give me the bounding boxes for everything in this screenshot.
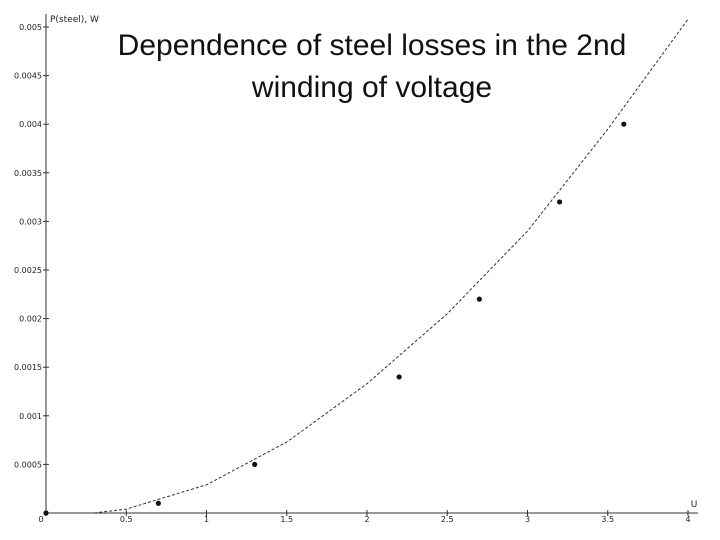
x-tick-label: 0.5 xyxy=(120,515,133,524)
x-tick-label: 0 xyxy=(38,515,43,524)
x-ticks: 0 0.5 1 1.5 2 2.5 3 3.5 4 xyxy=(38,510,691,524)
y-axis-label: P(steel), W xyxy=(50,15,99,25)
x-axis-label: U xyxy=(691,500,698,510)
y-tick-label: 0.002 xyxy=(19,315,42,324)
axes: 0 0.5 1 1.5 2 2.5 3 3.5 4 0.0005 0.001 0.0015 0.002… xyxy=(14,14,698,524)
x-tick-label: 1 xyxy=(204,515,209,524)
data-point xyxy=(557,199,563,205)
y-tick-label: 0.0035 xyxy=(14,169,42,178)
y-tick-label: 0.0005 xyxy=(14,460,42,469)
chart-title-line-1: Dependence of steel losses in the 2nd xyxy=(118,29,627,62)
y-tick-label: 0.0045 xyxy=(14,72,42,81)
data-point xyxy=(43,510,49,516)
data-point xyxy=(621,121,627,127)
data-point xyxy=(396,374,402,380)
x-tick-label: 1.5 xyxy=(280,515,293,524)
y-tick-label: 0.004 xyxy=(19,120,42,129)
data-points xyxy=(43,121,627,516)
x-tick-label: 3.5 xyxy=(601,515,614,524)
y-tick-label: 0.003 xyxy=(19,217,42,226)
y-tick-label: 0.005 xyxy=(19,23,42,32)
data-point xyxy=(476,296,482,302)
y-tick-label: 0.0015 xyxy=(14,363,42,372)
x-tick-label: 3 xyxy=(525,515,530,524)
x-tick-label: 2 xyxy=(364,515,369,524)
x-tick-label: 4 xyxy=(685,515,690,524)
chart-title: Dependence of steel losses in the 2nd wi… xyxy=(118,29,627,104)
y-tick-label: 0.0025 xyxy=(14,266,42,275)
chart-title-line-2: winding of voltage xyxy=(251,71,492,104)
x-tick-label: 2.5 xyxy=(441,515,454,524)
data-point xyxy=(252,461,258,467)
data-point xyxy=(155,500,161,506)
y-tick-label: 0.001 xyxy=(19,412,42,421)
y-ticks: 0.0005 0.001 0.0015 0.002 0.0025 0.003 0.0035 0… xyxy=(14,23,49,469)
fit-curve xyxy=(94,18,689,514)
